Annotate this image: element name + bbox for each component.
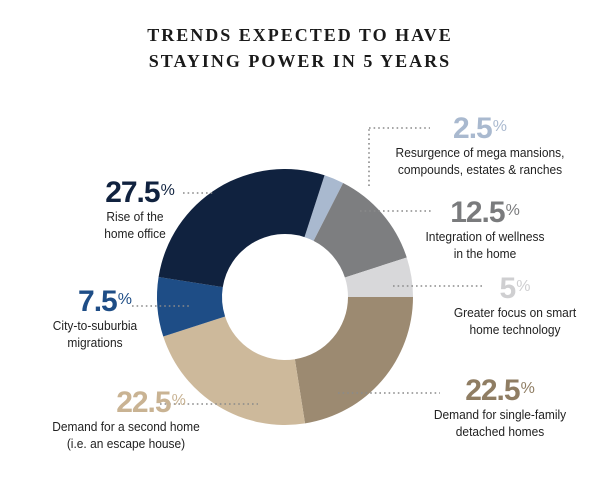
pct-suburbia: 7.5% (78, 285, 132, 318)
chart-title: TRENDS EXPECTED TO HAVE STAYING POWER IN… (0, 22, 600, 74)
desc-single-family-1: Demand for single-family (433, 407, 567, 422)
label-single-family: 22.5% Demand for single-family detached … (400, 376, 600, 440)
label-home-office: 27.5% Rise of the home office (80, 178, 190, 242)
desc-smart-home-1: Greater focus on smart (453, 305, 577, 320)
pct-single-family: 22.5% (465, 374, 535, 407)
pct-wellness: 12.5% (450, 196, 520, 229)
label-second-home: 22.5% Demand for a second home (i.e. an … (26, 388, 226, 452)
desc-wellness-2: in the home (453, 246, 517, 261)
desc-mega-mansions-1: Resurgence of mega mansions, (395, 145, 565, 160)
desc-wellness-1: Integration of wellness (425, 229, 545, 244)
pct-mega-mansions: 2.5% (453, 112, 507, 145)
desc-suburbia-1: City-to-suburbia (52, 318, 138, 333)
donut-slice-5 (157, 276, 226, 337)
donut-slice-6 (158, 169, 325, 288)
pct-home-office: 27.5% (105, 176, 175, 209)
donut-slice-0 (304, 175, 344, 241)
chart-title-line-2: STAYING POWER IN 5 YEARS (148, 51, 452, 71)
desc-home-office-2: home office (104, 226, 166, 241)
donut-slice-4 (163, 316, 306, 425)
donut-slice-1 (313, 182, 407, 278)
donut-slice-2 (344, 257, 413, 297)
desc-second-home-1: Demand for a second home (52, 419, 200, 434)
desc-suburbia-2: migrations (67, 335, 123, 350)
label-wellness: 12.5% Integration of wellness in the hom… (400, 198, 570, 262)
desc-second-home-2: (i.e. an escape house) (66, 436, 186, 451)
chart-title-line-1: TRENDS EXPECTED TO HAVE (147, 25, 453, 45)
desc-mega-mansions-2: compounds, estates & ranches (397, 162, 563, 177)
desc-home-office-1: Rise of the (106, 209, 164, 224)
label-suburbia: 7.5% City-to-suburbia migrations (30, 287, 160, 351)
desc-single-family-2: detached homes (455, 424, 545, 439)
desc-smart-home-2: home technology (469, 322, 561, 337)
label-smart-home: 5% Greater focus on smart home technolog… (430, 274, 600, 338)
pct-smart-home: 5% (499, 272, 531, 305)
pct-second-home: 22.5% (116, 386, 186, 419)
donut-slice-3 (294, 297, 413, 424)
label-mega-mansions: 2.5% Resurgence of mega mansions, compou… (360, 114, 600, 178)
